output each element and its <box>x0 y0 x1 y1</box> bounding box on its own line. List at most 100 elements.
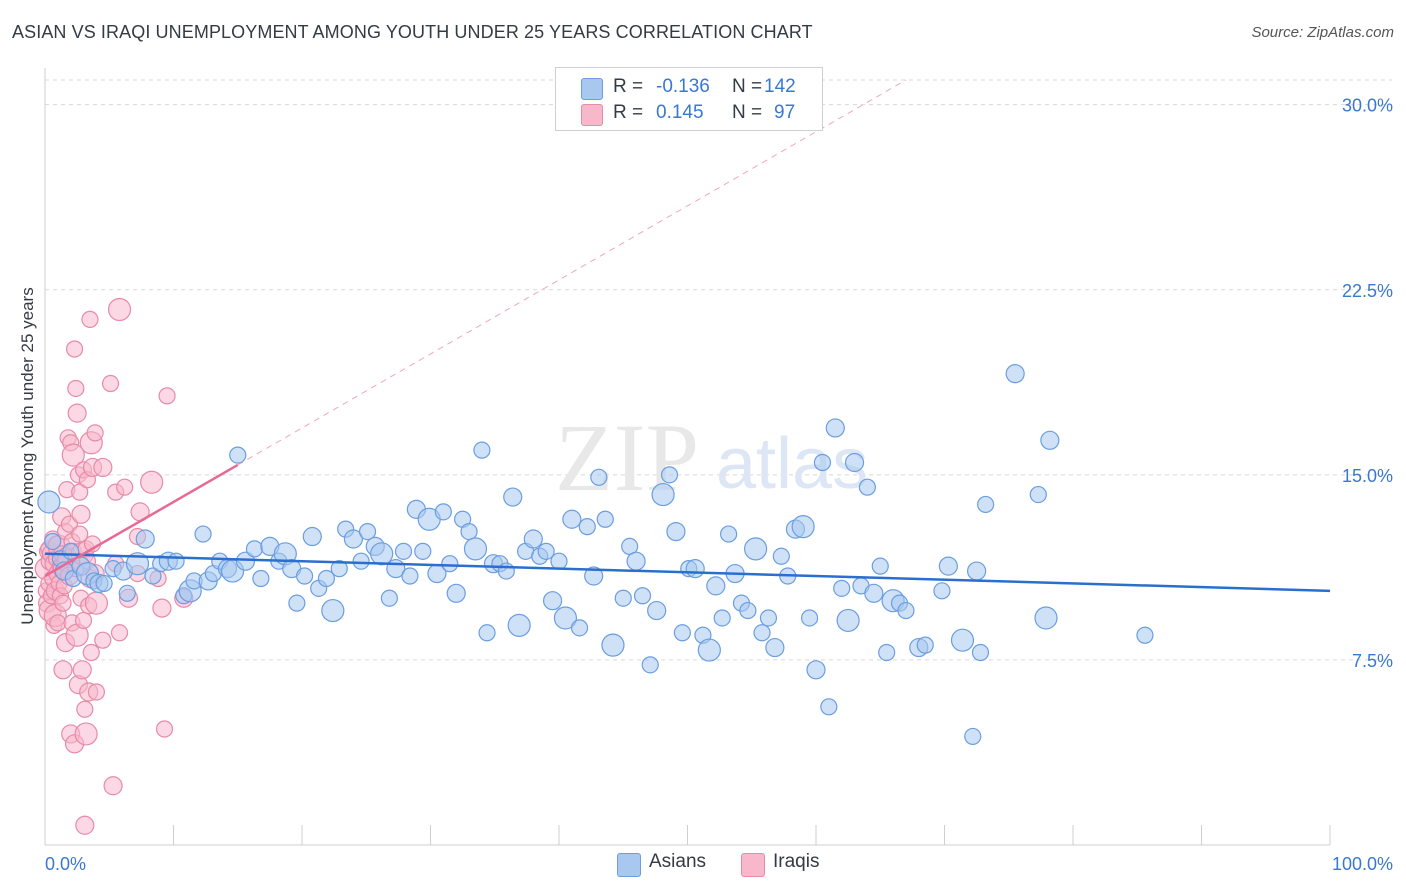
asian-point <box>651 482 675 507</box>
iraqi-point <box>65 340 84 358</box>
iraqi-point <box>140 470 164 494</box>
asian-point <box>836 608 860 633</box>
asian-point <box>967 561 987 581</box>
iraqi-point <box>67 403 87 423</box>
asian-point <box>697 638 721 662</box>
asian-point <box>660 466 679 484</box>
legend-r-value: 0.145 <box>656 102 704 123</box>
asian-point <box>473 441 491 459</box>
asian-point <box>806 660 826 680</box>
asian-point <box>167 552 185 570</box>
iraqi-trend-line <box>44 463 239 578</box>
iraqi-point <box>155 720 174 738</box>
asian-point <box>601 633 625 657</box>
iraqi-point <box>75 815 95 835</box>
asian-point <box>825 418 845 438</box>
asian-point <box>1029 485 1047 504</box>
asian-point <box>44 532 62 551</box>
asian-point <box>542 591 563 611</box>
iraqi-point <box>82 643 100 662</box>
asian-point <box>478 624 496 642</box>
asian-point <box>578 518 596 536</box>
asian-point <box>343 529 363 549</box>
asian-point <box>897 601 915 620</box>
asian-point <box>647 600 667 621</box>
y-tick-label: 7.5% <box>1352 651 1393 671</box>
watermark-atlas: atlas <box>716 424 868 504</box>
asian-point <box>878 643 896 662</box>
asian-point <box>590 468 608 486</box>
asian-point <box>380 589 398 607</box>
iraqi-trend-extension <box>237 79 907 466</box>
legend-n-value: 97 <box>774 102 796 123</box>
asian-point <box>864 583 884 603</box>
asian-point <box>37 490 61 514</box>
iraqi-point <box>110 624 129 642</box>
asian-point <box>523 529 543 549</box>
asian-point <box>744 537 768 561</box>
asian-point <box>401 567 419 585</box>
legend-swatch-iraqis <box>581 104 603 126</box>
legend-r-value: -0.136 <box>656 76 710 97</box>
asian-point <box>434 503 452 521</box>
asian-point <box>916 636 934 654</box>
asian-point <box>950 628 975 652</box>
bottom-legend-iraqis: Iraqis <box>773 851 820 872</box>
y-tick-label: 22.5% <box>1342 281 1393 301</box>
iraqi-point <box>71 525 89 543</box>
iraqi-point <box>71 483 89 501</box>
asian-point <box>871 557 889 575</box>
asian-point <box>820 698 838 716</box>
legend-box: R = -0.136 N = 142 R = 0.145 N = 97 <box>555 67 823 131</box>
y-tick-label: 30.0% <box>1342 96 1393 116</box>
asian-point <box>330 560 348 578</box>
iraqi-point <box>101 374 120 393</box>
asian-point <box>933 582 951 600</box>
asian-point <box>370 542 394 566</box>
legend-n-value: 142 <box>764 76 796 97</box>
asian-point <box>441 555 459 573</box>
asian-point <box>666 521 686 542</box>
iraqi-point <box>72 660 92 680</box>
asian-point <box>626 551 646 571</box>
iraqi-point <box>54 594 72 612</box>
asian-point <box>1040 430 1060 450</box>
asian-point <box>95 574 113 593</box>
legend-n-label: N = <box>732 102 763 123</box>
asian-point <box>713 609 731 627</box>
y-tick-label: 15.0% <box>1342 466 1393 486</box>
asian-point <box>235 551 256 571</box>
asian-point <box>791 515 815 539</box>
asian-point <box>1034 606 1058 630</box>
iraqi-point <box>103 776 123 796</box>
asian-point <box>118 584 136 602</box>
asian-point <box>1136 626 1154 644</box>
asian-point <box>844 452 865 473</box>
asian-point <box>673 624 691 642</box>
chart-title: ASIAN VS IRAQI UNEMPLOYMENT AMONG YOUTH … <box>12 22 813 42</box>
asian-point <box>964 727 982 746</box>
asian-point <box>938 556 958 576</box>
iraqi-point <box>152 598 172 618</box>
watermark-zip: ZIP <box>555 404 699 511</box>
iraqi-point <box>93 457 113 478</box>
iraqi-point <box>76 700 94 718</box>
asian-point <box>614 589 632 607</box>
source-label: Source: ZipAtlas.com <box>1251 24 1394 41</box>
iraqi-point <box>53 660 73 680</box>
asian-point <box>252 569 270 588</box>
iraqi-point <box>94 631 112 649</box>
asian-point <box>229 446 247 464</box>
asian-point <box>446 583 466 603</box>
legend-swatch-asians <box>581 78 603 100</box>
asian-point <box>317 569 336 588</box>
asian-point <box>497 562 515 580</box>
iraqi-point <box>116 478 134 496</box>
asian-point <box>641 656 659 674</box>
asian-point <box>706 576 726 596</box>
legend-n-label: N = <box>732 76 763 97</box>
asian-point <box>772 547 790 565</box>
asian-point <box>295 567 314 585</box>
bottom-legend-swatch-iraqis <box>741 853 765 877</box>
asian-point <box>971 643 990 662</box>
